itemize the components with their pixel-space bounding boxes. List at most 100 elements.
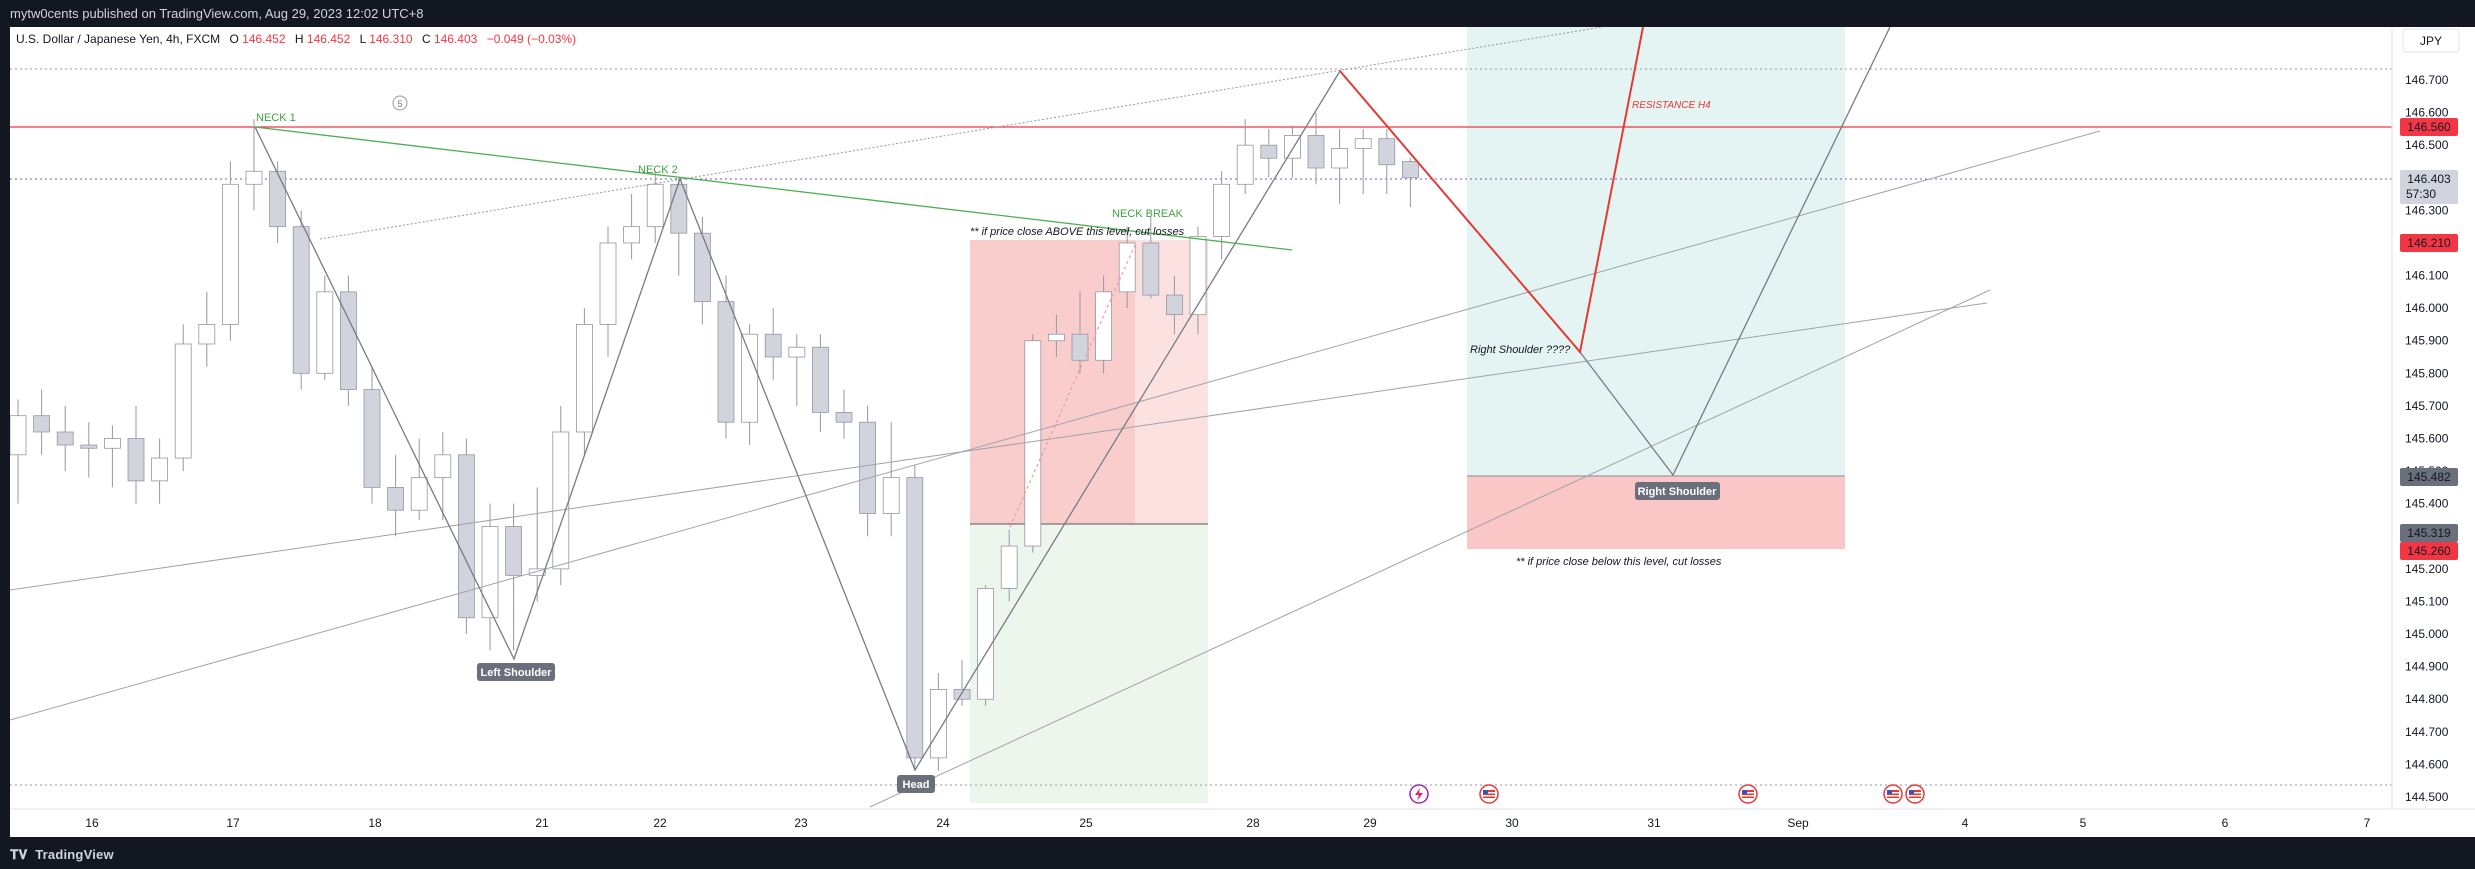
us-flag-event-icon[interactable]	[1883, 784, 1903, 804]
candle	[410, 438, 428, 520]
candle	[269, 161, 287, 243]
current-price-badge	[2400, 170, 2458, 204]
candle	[1236, 119, 1254, 195]
right-shoulder-badge	[1635, 482, 1720, 500]
price-tick-label: 146.300	[2405, 203, 2449, 217]
candle-body-up	[528, 568, 546, 576]
candle	[1354, 128, 1372, 195]
chart-area[interactable]: NECK 1 NECK 2 NECK BREAK ** if price clo…	[10, 27, 2475, 837]
candle	[977, 585, 994, 706]
candle-body-up	[1000, 545, 1018, 589]
us-flag-event-icon[interactable]	[1738, 784, 1758, 804]
trendline-rising-3	[10, 302, 1988, 591]
left-shoulder-badge	[477, 663, 555, 681]
short-stop-zone-filled	[970, 240, 1135, 524]
candle-body-up	[245, 170, 263, 185]
candles	[10, 112, 1419, 771]
time-axis[interactable]	[10, 808, 2475, 837]
candle	[151, 438, 169, 504]
symbol-legend[interactable]: U.S. Dollar / Japanese Yen, 4h, FXCM O 1…	[16, 32, 576, 46]
time-tick-label: 5	[2080, 816, 2087, 830]
candle	[363, 366, 381, 504]
left-shoulder-label: Left Shoulder	[481, 667, 553, 679]
candle-body-down	[80, 444, 98, 449]
candle	[906, 464, 924, 771]
candle-body-up	[1048, 333, 1065, 342]
candle-body-down	[505, 526, 523, 576]
neck-break-label: NECK BREAK	[1112, 208, 1184, 220]
publisher-text: mytw0cents published on TradingView.com,…	[10, 6, 424, 21]
candle	[1378, 128, 1396, 195]
candle-body-up	[646, 183, 664, 228]
position-zones	[970, 27, 1845, 803]
candle	[33, 389, 51, 455]
candle-body-up	[623, 226, 640, 244]
candle	[741, 324, 758, 446]
right-shoulder-question-label: Right Shoulder ????	[1470, 344, 1571, 356]
candle-body-down	[812, 346, 829, 413]
flash-event-icon[interactable]	[1409, 784, 1429, 804]
chart-svg[interactable]: NECK 1 NECK 2 NECK BREAK ** if price clo…	[10, 27, 2475, 837]
candle	[10, 399, 27, 504]
publisher-bar: mytw0cents published on TradingView.com,…	[0, 0, 2475, 27]
price-tick-label: 145.800	[2405, 366, 2449, 380]
candle	[670, 177, 688, 276]
price-tick-label: 144.600	[2405, 757, 2449, 771]
right-shoulder-price-text: 145.482	[2407, 470, 2451, 484]
candle-body-up	[882, 477, 900, 514]
candle-body-down	[56, 431, 74, 446]
neckline[interactable]	[254, 126, 1293, 251]
circle-marker	[392, 95, 408, 111]
time-tick-label: 29	[1363, 816, 1377, 830]
us-flag-event-icon[interactable]	[1479, 784, 1499, 804]
candle-body-up	[1095, 291, 1112, 361]
short-stop-zone	[970, 240, 1208, 524]
tradingview-logo-icon: 𝐓𝐕	[10, 847, 28, 862]
legend-change: −0.049 (−0.03%)	[487, 32, 576, 46]
candle-body-up	[788, 346, 806, 358]
candle	[1048, 314, 1065, 358]
time-tick-label: 4	[1962, 816, 1969, 830]
candle-body-down	[292, 226, 310, 374]
price-tick-label: 146.500	[2405, 138, 2449, 152]
candle	[1402, 158, 1419, 208]
candle	[859, 405, 876, 537]
candle	[434, 431, 452, 520]
candle	[717, 275, 735, 439]
time-tick-label: 7	[2364, 816, 2371, 830]
candle	[835, 389, 853, 439]
candle-body-up	[1118, 242, 1136, 293]
price-tick-label: 146.700	[2405, 73, 2449, 87]
candle-body-down	[1071, 333, 1089, 361]
candle	[339, 275, 357, 406]
candle	[812, 334, 829, 432]
time-tick-label: 6	[2222, 816, 2229, 830]
candle	[1189, 226, 1207, 335]
currency-button[interactable]: JPY	[2402, 28, 2460, 53]
candle-body-up	[410, 477, 428, 511]
price-axis[interactable]	[2391, 27, 2475, 809]
candle-body-down	[764, 333, 782, 358]
candle-body-up	[599, 242, 617, 325]
candle-body-down	[717, 301, 735, 423]
candle-body-down	[906, 477, 924, 759]
us-flag-event-icon[interactable]	[1905, 784, 1925, 804]
candle	[552, 405, 570, 586]
time-tick-label: 17	[226, 816, 240, 830]
event-markers[interactable]	[1409, 784, 1925, 804]
candle	[198, 291, 216, 367]
candle	[316, 275, 334, 380]
candle-body-up	[1024, 340, 1042, 547]
legend-c-value: 146.403	[434, 32, 478, 46]
candle	[1142, 216, 1160, 299]
legend-h-value: 146.452	[307, 32, 351, 46]
price-tick-label: 145.000	[2405, 627, 2449, 641]
stop-price-text: 145.260	[2407, 544, 2451, 558]
cut-above-note: ** if price close ABOVE this level, cut …	[970, 226, 1185, 238]
tradingview-logo[interactable]: 𝐓𝐕 TradingView	[10, 847, 114, 863]
tradingview-brand: TradingView	[35, 847, 114, 862]
horizontal-lines	[10, 68, 2475, 786]
circle-marker-number: 5	[397, 99, 402, 109]
time-tick-label: Sep	[1787, 816, 1809, 830]
